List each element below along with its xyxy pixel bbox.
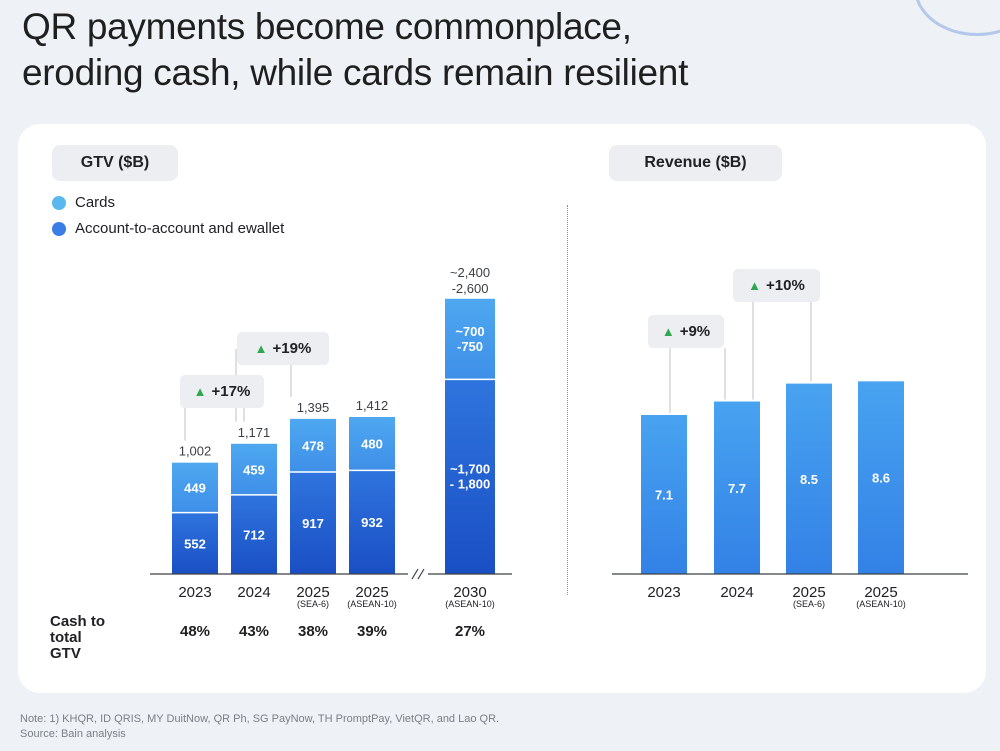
growth-up-arrow-icon: ▲ [254, 341, 268, 356]
gtv-bar-a2a-2 [290, 472, 336, 574]
footnote-source: Source: Bain analysis [20, 728, 126, 740]
revenue-x-label-2: 2025 [792, 584, 825, 601]
cash-share-value-2: 38% [298, 623, 328, 640]
cash-label-line-3: GTV [50, 645, 81, 662]
gtv-bar-a2a-3 [349, 470, 395, 574]
gtv-cards-label-0: 449 [184, 481, 206, 496]
cash-share-value-4: 27% [455, 623, 485, 640]
growth-value: +10% [766, 277, 805, 294]
page-title: QR payments become commonplace, eroding … [22, 4, 688, 96]
gtv-total-label-1: 1,171 [238, 425, 271, 440]
gtv-x-label-1: 2024 [237, 584, 270, 601]
revenue-chart-label: Revenue ($B) [609, 145, 782, 181]
revenue-value-label-3: 8.6 [872, 471, 890, 486]
gtv-x-sublabel-2: (SEA-6) [297, 599, 329, 609]
gtv-bar-cards-1 [231, 443, 277, 495]
gtv-cards-label-1: 459 [243, 462, 265, 477]
gtv-a2a-label-4: ~1,700- 1,800 [450, 462, 490, 492]
growth-up-arrow-icon: ▲ [193, 384, 207, 399]
gtv-bar-a2a-4 [445, 379, 495, 574]
legend-item-cards: Cards [52, 194, 115, 211]
revenue-value-label-2: 8.5 [800, 472, 818, 487]
revenue-x-label-3: 2025 [864, 584, 897, 601]
revenue-x-sublabel-3: (ASEAN-10) [856, 599, 906, 609]
title-line-1: QR payments become commonplace, [22, 6, 632, 47]
gtv-axis-break-1 [411, 568, 419, 580]
gtv-a2a-label-0: 552 [184, 536, 206, 551]
revenue-bar-2 [786, 383, 832, 574]
gtv-bar-cards-2 [290, 418, 336, 473]
cash-label-line-1: Cash to [50, 613, 106, 630]
revenue-growth-badge-0: ▲ +9% [648, 315, 724, 348]
gtv-total-label-0: 1,002 [179, 444, 212, 459]
gtv-a2a-label-3: 932 [361, 515, 383, 530]
gtv-total-label-3: 1,412 [356, 398, 389, 413]
gtv-cards-label-3: 480 [361, 437, 383, 452]
revenue-x-label-1: 2024 [720, 584, 753, 601]
gtv-growth-badge-0: ▲ +17% [180, 375, 264, 408]
cash-share-value-1: 43% [239, 623, 269, 640]
a2a-swatch-icon [52, 221, 66, 236]
revenue-bar-0 [641, 414, 687, 574]
gtv-a2a-label-2: 917 [302, 516, 324, 531]
gtv-cards-label-2: 478 [302, 438, 324, 453]
growth-up-arrow-icon: ▲ [661, 324, 675, 339]
gtv-x-label-3: 2025 [355, 584, 388, 601]
gtv-total-label-4: ~2,400 -2,600 [450, 265, 490, 296]
growth-value: +19% [272, 340, 312, 357]
revenue-value-label-0: 7.1 [655, 487, 673, 502]
gtv-x-sublabel-3: (ASEAN-10) [347, 599, 397, 609]
gtv-x-label-2: 2025 [296, 584, 329, 601]
legend-a2a-label: Account-to-account and ewallet [75, 220, 285, 237]
title-line-2: eroding cash, while cards remain resilie… [22, 52, 689, 93]
revenue-x-sublabel-2: (SEA-6) [793, 599, 825, 609]
gtv-axis-break-2 [417, 568, 425, 580]
revenue-growth-badge-1: ▲ +10% [733, 269, 820, 302]
cards-swatch-icon [52, 195, 66, 210]
gtv-bar-a2a-0 [172, 512, 218, 574]
gtv-bar-cards-4 [445, 298, 495, 380]
cash-share-label: Cash to total GTV [50, 614, 105, 662]
gtv-x-label-0: 2023 [178, 584, 211, 601]
chart-divider [567, 205, 568, 595]
gtv-total-label-2: 1,395 [297, 400, 330, 415]
cash-label-line-2: total [50, 629, 82, 646]
gtv-growth-badge-1: ▲ +19% [237, 332, 329, 365]
gtv-bar-a2a-1 [231, 494, 277, 574]
growth-value: +17% [211, 383, 251, 400]
growth-up-arrow-icon: ▲ [748, 278, 762, 293]
cash-share-value-3: 39% [357, 623, 387, 640]
cash-share-value-0: 48% [180, 623, 210, 640]
footnote-note: Note: 1) KHQR, ID QRIS, MY DuitNow, QR P… [20, 713, 500, 725]
growth-value: +9% [679, 323, 711, 340]
gtv-x-label-4: 2030 [453, 584, 486, 601]
gtv-a2a-label-1: 712 [243, 527, 265, 542]
legend-item-a2a: Account-to-account and ewallet [52, 220, 284, 237]
gtv-x-sublabel-4: (ASEAN-10) [445, 599, 495, 609]
gtv-chart-label: GTV ($B) [52, 145, 178, 181]
revenue-x-label-0: 2023 [647, 584, 680, 601]
legend-cards-label: Cards [75, 194, 116, 211]
gtv-bar-cards-0 [172, 462, 218, 513]
gtv-cards-label-4: ~700 -750 [455, 324, 484, 354]
revenue-bar-3 [858, 381, 904, 574]
revenue-value-label-1: 7.7 [728, 481, 746, 496]
revenue-bar-1 [714, 401, 760, 574]
gtv-bar-cards-3 [349, 416, 395, 471]
